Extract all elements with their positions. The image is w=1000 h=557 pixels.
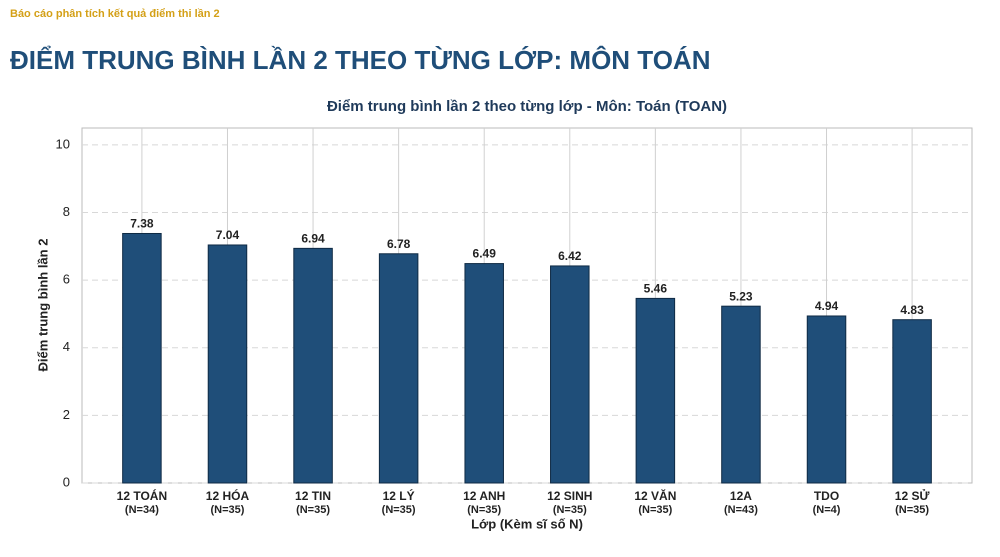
x-tick-label: 12 SỬ	[895, 488, 930, 503]
bar	[806, 315, 847, 484]
x-tick-label: (N=35)	[553, 504, 587, 516]
value-label: 6.49	[473, 247, 497, 261]
value-label: 7.38	[130, 217, 154, 231]
bar	[378, 253, 419, 484]
bar	[464, 263, 504, 484]
x-tick-label: 12 SINH	[547, 489, 592, 503]
x-tick-label: (N=4)	[813, 504, 841, 516]
chart-title: Điểm trung bình lần 2 theo từng lớp - Mô…	[327, 98, 727, 115]
bar	[293, 247, 333, 484]
y-tick-label: 8	[63, 204, 70, 219]
value-label: 4.94	[815, 299, 839, 313]
value-label: 6.94	[301, 232, 325, 246]
x-tick-label: (N=35)	[382, 504, 416, 516]
value-label: 5.23	[729, 289, 753, 303]
page-title: ĐIỂM TRUNG BÌNH LẦN 2 THEO TỪNG LỚP: MÔN…	[10, 45, 710, 75]
y-tick-label: 4	[63, 339, 70, 354]
value-label: 6.78	[387, 237, 411, 251]
x-tick-label: 12 TIN	[295, 489, 331, 503]
x-tick-label: (N=35)	[895, 504, 929, 516]
y-tick-label: 2	[63, 407, 70, 422]
x-tick-label: 12 ANH	[463, 489, 505, 503]
x-tick-label: (N=35)	[638, 504, 672, 516]
y-tick-label: 6	[63, 272, 70, 287]
x-tick-label: (N=35)	[211, 504, 245, 516]
bar	[122, 232, 162, 484]
x-tick-label: 12 TOÁN	[117, 488, 167, 503]
bar	[207, 244, 248, 484]
value-label: 4.83	[900, 303, 924, 317]
x-tick-label: TDO	[814, 489, 839, 503]
value-label: 6.42	[558, 249, 582, 263]
bar	[635, 297, 676, 484]
value-label: 5.46	[644, 282, 668, 296]
x-tick-label: 12A	[730, 489, 752, 503]
x-tick-label: (N=43)	[724, 504, 758, 516]
x-axis-label: Lớp (Kèm sĩ số N)	[471, 516, 583, 531]
x-tick-label: (N=34)	[125, 504, 159, 516]
bar	[721, 305, 761, 484]
report-subtitle: Báo cáo phân tích kết quả điểm thi lần 2	[10, 8, 220, 20]
x-tick-label: 12 VĂN	[634, 488, 676, 503]
y-axis-label: Điểm trung bình lần 2	[35, 239, 50, 372]
y-tick-label: 10	[56, 136, 70, 151]
x-tick-label: (N=35)	[467, 504, 501, 516]
bar	[892, 319, 932, 484]
x-tick-label: 12 HÓA	[206, 488, 250, 503]
value-label: 7.04	[216, 228, 240, 242]
bar	[550, 265, 590, 484]
y-tick-label: 0	[63, 474, 70, 489]
x-tick-label: (N=35)	[296, 504, 330, 516]
x-tick-label: 12 LÝ	[383, 488, 415, 503]
